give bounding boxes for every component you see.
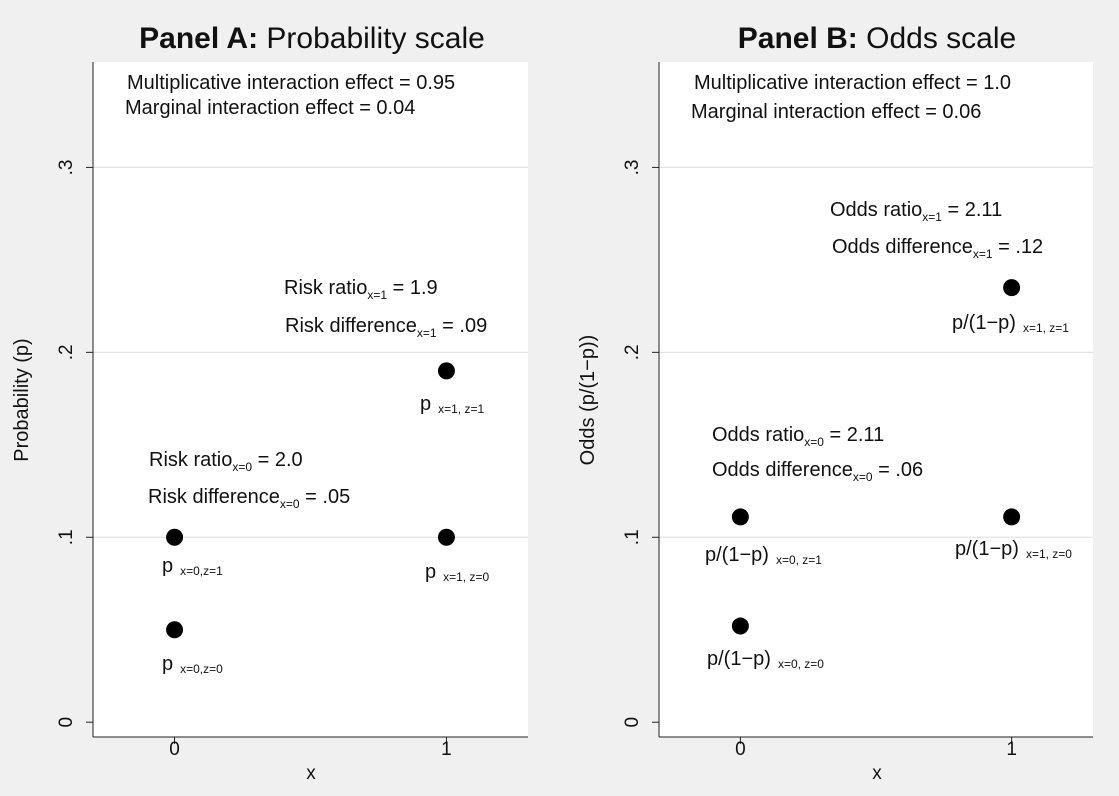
annotation: Risk ratiox=1 = 1.9: [284, 277, 438, 302]
annotation-subscript: x=0: [853, 470, 873, 484]
x-axis-title: x: [306, 763, 316, 784]
point-label-main: p: [162, 653, 173, 675]
point-label-subscript: x=1, z=0: [443, 570, 489, 584]
annotation: Marginal interaction effect = 0.06: [691, 101, 981, 123]
data-point: [166, 528, 184, 546]
plot-area: [659, 62, 1093, 737]
panel-title-bold: Panel A:: [139, 22, 258, 55]
annotation: Odds differencex=0 = .06: [712, 459, 923, 484]
annotation: Risk differencex=0 = .05: [148, 486, 350, 511]
annotation-subscript: x=1: [417, 326, 437, 340]
annotation-value: = 2.0: [252, 449, 303, 471]
annotation: Odds ratiox=0 = 2.11: [712, 424, 884, 449]
annotation: Multiplicative interaction effect = 1.0: [694, 72, 1011, 94]
point-label-main: p/(1−p): [952, 312, 1016, 334]
data-point: [1003, 508, 1021, 526]
x-axis-title: x: [872, 763, 882, 784]
y-tick-label: .2: [56, 344, 77, 360]
point-label-main: p/(1−p): [955, 538, 1019, 560]
annotation: Odds ratiox=1 = 2.11: [830, 199, 1002, 224]
y-axis-title: Odds (p/(1−p)): [577, 335, 599, 466]
x-tick-label: 1: [441, 739, 452, 760]
panel-title-rest: Odds scale: [858, 22, 1016, 55]
y-axis-title: Probability (p): [11, 338, 33, 461]
annotation-text: Odds difference: [712, 459, 853, 481]
data-point: [437, 362, 455, 380]
point-label-subscript: x=1, z=0: [1026, 547, 1072, 561]
x-tick-label: 1: [1006, 739, 1017, 760]
y-tick-label: .3: [622, 159, 643, 175]
annotation-value: = .09: [437, 315, 488, 337]
panel-title-rest: Probability scale: [258, 22, 485, 55]
point-label: p x=0,z=0: [162, 653, 223, 676]
annotation-text: Odds difference: [832, 236, 973, 258]
annotation-text: Multiplicative interaction effect = 0.95: [127, 72, 455, 94]
annotation: Risk ratiox=0 = 2.0: [149, 449, 303, 474]
annotation-subscript: x=1: [367, 288, 387, 302]
data-point: [1003, 279, 1021, 297]
point-label: p x=1, z=0: [425, 561, 489, 584]
data-point: [166, 621, 184, 639]
data-point: [731, 508, 749, 526]
annotation-subscript: x=1: [973, 247, 993, 261]
point-label: p/(1−p) x=0, z=1: [705, 544, 822, 567]
annotation-subscript: x=0: [232, 460, 252, 474]
annotation-text: Risk ratio: [284, 277, 367, 299]
data-point: [437, 528, 455, 546]
point-label-subscript: x=0, z=1: [776, 553, 822, 567]
annotation-text: Risk difference: [148, 486, 280, 508]
point-label: p x=0,z=1: [162, 555, 223, 578]
annotation-text: Marginal interaction effect = 0.06: [691, 101, 981, 123]
point-label: p x=1, z=1: [420, 393, 484, 416]
point-label-main: p: [420, 393, 431, 415]
y-tick-label: .2: [622, 344, 643, 360]
annotation-subscript: x=0: [280, 497, 300, 511]
point-label-main: p/(1−p): [707, 648, 771, 670]
panel-title: Panel B: Odds scale: [738, 22, 1016, 55]
point-label-subscript: x=0,z=1: [180, 564, 223, 578]
x-tick-label: 0: [735, 739, 746, 760]
annotation-text: Risk ratio: [149, 449, 232, 471]
annotation-text: Odds ratio: [712, 424, 804, 446]
annotation-value: = .05: [300, 486, 351, 508]
y-tick-label: .1: [56, 529, 77, 545]
y-tick-label: 0: [56, 717, 77, 728]
point-label: p/(1−p) x=1, z=1: [952, 312, 1069, 335]
annotation-text: Marginal interaction effect = 0.04: [125, 97, 415, 119]
annotation: Risk differencex=1 = .09: [285, 315, 487, 340]
annotation-text: Odds ratio: [830, 199, 922, 221]
panel-a: 0 .1 .2 .3 0 1 x Probability (p) Panel A: Probab…: [11, 22, 528, 784]
annotation-text: Multiplicative interaction effect = 1.0: [694, 72, 1011, 94]
point-label-subscript: x=0,z=0: [180, 662, 223, 676]
point-label-subscript: x=0, z=0: [778, 657, 824, 671]
annotation-value: = 2.11: [942, 199, 1002, 221]
annotation-value: = 2.11: [824, 424, 884, 446]
data-point: [731, 617, 749, 635]
point-label-main: p: [162, 555, 173, 577]
y-tick-label: 0: [622, 717, 643, 728]
point-label-main: p: [425, 561, 436, 583]
point-label-subscript: x=1, z=1: [1023, 321, 1069, 335]
panel-b: 0 .1 .2 .3 0 1 x Odds (p/(1−p)) Panel B: Odds sc…: [577, 22, 1093, 784]
panel-title: Panel A: Probability scale: [139, 22, 485, 55]
point-label: p/(1−p) x=1, z=0: [955, 538, 1072, 561]
annotation-subscript: x=0: [804, 435, 824, 449]
y-tick-label: .1: [622, 529, 643, 545]
annotation: Odds differencex=1 = .12: [832, 236, 1043, 261]
point-label-subscript: x=1, z=1: [438, 402, 484, 416]
x-tick-label: 0: [169, 739, 180, 760]
annotation-value: = 1.9: [387, 277, 438, 299]
panel-title-bold: Panel B:: [738, 22, 858, 55]
plot-area: [93, 62, 528, 737]
annotation-subscript: x=1: [922, 210, 942, 224]
annotation-text: Risk difference: [285, 315, 417, 337]
point-label: p/(1−p) x=0, z=0: [707, 648, 824, 671]
y-tick-label: .3: [56, 159, 77, 175]
annotation: Marginal interaction effect = 0.04: [125, 97, 415, 119]
annotation-value: = .06: [873, 459, 924, 481]
annotation-value: = .12: [993, 236, 1044, 258]
annotation: Multiplicative interaction effect = 0.95: [127, 72, 455, 94]
point-label-main: p/(1−p): [705, 544, 769, 566]
